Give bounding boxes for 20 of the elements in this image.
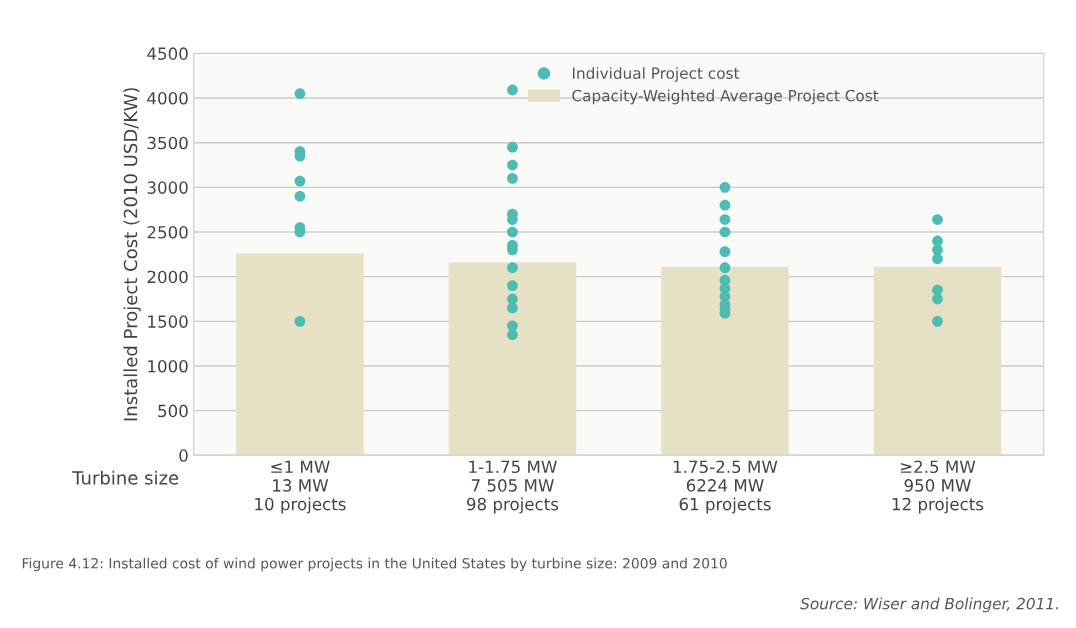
y-tick-label: 500 [158,404,188,418]
y-tick-label: 2500 [147,225,188,239]
caption: Figure 4.12: Installed cost of wind power projects in the United States by turbine size: 2009 and 2010 [22,557,727,572]
y-tick-label: 4500 [147,47,188,60]
legend-label: Capacity-Weighted Average Project Cost [572,89,879,105]
source-note: Source: Wiser and Bolinger, 2011. [800,597,1058,613]
y-tick-label: 1500 [148,315,188,328]
y-tick-label: 3000 [147,181,188,194]
x-axis-title: Turbine size [72,470,179,485]
x-tick-label: ≤1 MW 13 MW 10 projects [255,460,346,514]
y-tick-label: 1000 [148,359,188,373]
y-tick-label: 4000 [147,92,188,105]
legend-label: Individual Project cost [572,67,740,82]
y-tick-label: 3500 [147,136,188,150]
x-tick-label: ≥2.5 MW 950 MW 12 projects [892,460,984,514]
x-tick-label: 1.75-2.5 MW 6224 MW 61 projects [673,460,778,514]
y-tick-label: 2000 [147,270,188,284]
y-tick-label: 0 [179,449,188,462]
x-tick-label: 1-1.75 MW 7 505 MW 98 projects [466,460,559,514]
y-axis-title: Installed Project Cost (2010 USD/KW) [123,88,141,421]
